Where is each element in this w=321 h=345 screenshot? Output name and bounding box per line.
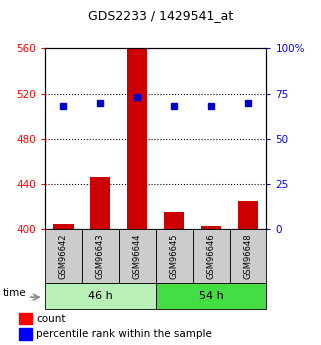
Bar [45, 283, 156, 309]
Text: count: count [37, 314, 66, 324]
Bar [201, 226, 221, 229]
Bar [19, 328, 32, 340]
Text: 54 h: 54 h [199, 291, 223, 301]
Text: time: time [2, 288, 26, 298]
Text: GDS2233 / 1429541_at: GDS2233 / 1429541_at [88, 9, 233, 22]
Text: percentile rank within the sample: percentile rank within the sample [37, 329, 212, 339]
Text: 46 h: 46 h [88, 291, 113, 301]
Bar [82, 229, 119, 283]
Bar [45, 229, 82, 283]
Bar [164, 213, 184, 229]
Bar [230, 229, 266, 283]
Text: GSM96646: GSM96646 [206, 233, 216, 279]
Bar [90, 177, 110, 229]
Bar [19, 313, 32, 324]
Text: GSM96642: GSM96642 [59, 234, 68, 279]
Text: GSM96645: GSM96645 [169, 234, 179, 279]
Bar [193, 229, 230, 283]
Bar [238, 201, 258, 229]
Text: GSM96643: GSM96643 [96, 233, 105, 279]
Text: GSM96644: GSM96644 [133, 234, 142, 279]
Bar [53, 224, 74, 229]
Bar [156, 229, 193, 283]
Bar [127, 48, 147, 229]
Bar [119, 229, 156, 283]
Text: GSM96648: GSM96648 [243, 233, 253, 279]
Bar [156, 283, 266, 309]
